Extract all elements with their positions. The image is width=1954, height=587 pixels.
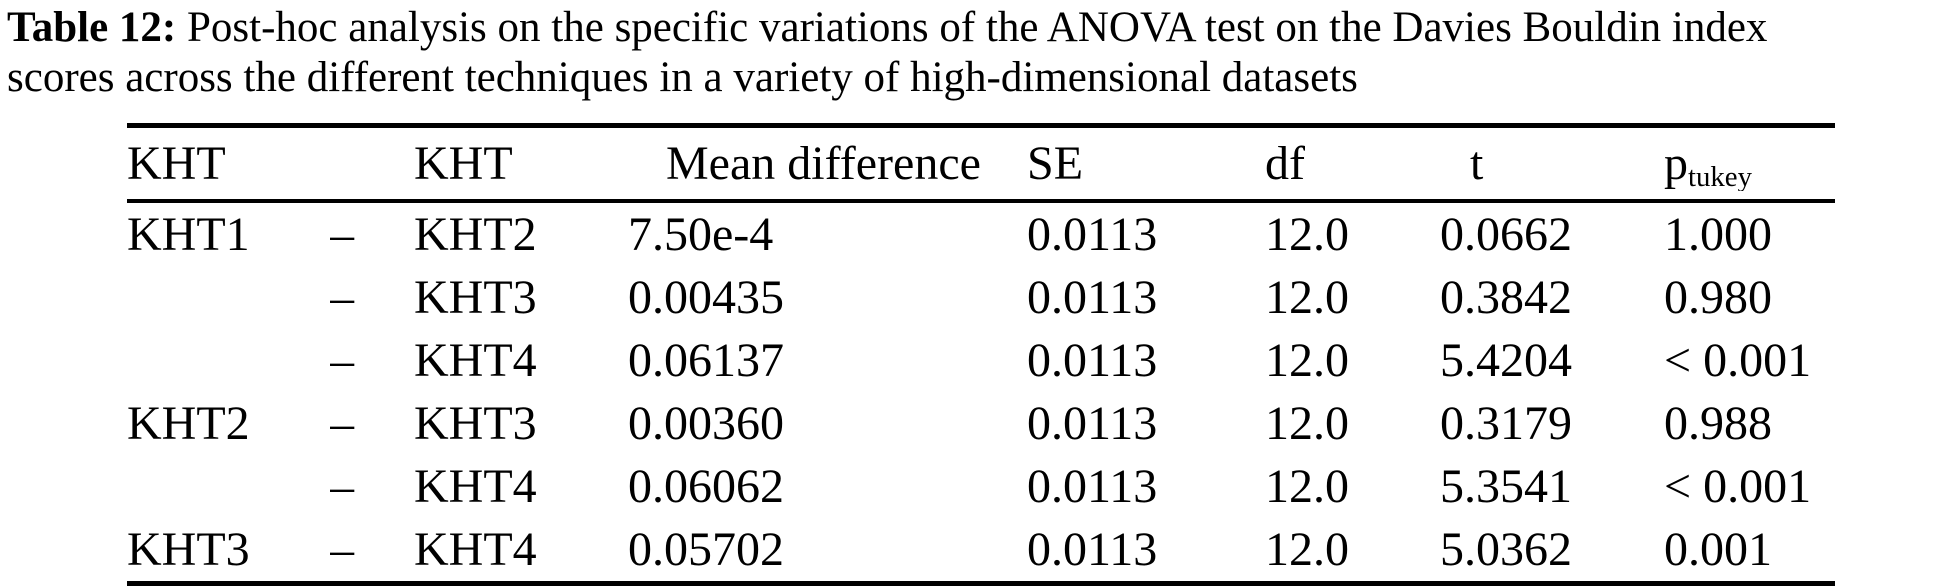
cell-t: 5.4204 (1440, 334, 1572, 387)
cell-p-tukey: < 0.001 (1664, 334, 1812, 387)
cell-versus: KHT4 (414, 523, 537, 576)
caption-text-1: Post-hoc analysis on the specific variat… (176, 4, 1768, 51)
cell-df: 12.0 (1265, 271, 1349, 324)
cell-versus: KHT4 (414, 460, 537, 513)
caption-label: Table 12: (7, 4, 177, 51)
cell-mean-difference: 0.06137 (628, 334, 784, 387)
p-subscript-tukey: tukey (1688, 161, 1752, 191)
column-header-p-tukey: ptukey (1664, 136, 1835, 191)
column-header-group: KHT (127, 137, 226, 190)
cell-se: 0.0113 (1027, 460, 1158, 513)
table-caption: Table 12: Post-hoc analysis on the speci… (7, 3, 1951, 103)
cell-se: 0.0113 (1027, 334, 1158, 387)
cell-se: 0.0113 (1027, 523, 1158, 576)
column-header-mean-difference: Mean difference (666, 137, 981, 190)
posthoc-analysis-table: KHT KHT Mean difference SE df t ptukey K… (127, 123, 1835, 586)
cell-se: 0.0113 (1027, 271, 1158, 324)
table-row: – KHT3 0.00435 0.0113 12.0 0.3842 0.980 (127, 266, 1835, 329)
cell-dash: – (330, 334, 354, 387)
column-header-se: SE (1027, 137, 1084, 190)
cell-p-tukey: 0.980 (1664, 271, 1772, 324)
cell-dash: – (330, 523, 354, 576)
cell-dash: – (330, 271, 354, 324)
cell-versus: KHT4 (414, 334, 537, 387)
p-label: p (1664, 137, 1688, 190)
cell-p-tukey: 1.000 (1664, 208, 1772, 261)
column-header-versus: KHT (414, 137, 513, 190)
column-header-t: t (1470, 137, 1484, 190)
table-row: KHT2 – KHT3 0.00360 0.0113 12.0 0.3179 0… (127, 392, 1835, 455)
cell-se: 0.0113 (1027, 397, 1158, 450)
caption-line-2: scores across the different techniques i… (7, 54, 1358, 101)
table-row: – KHT4 0.06062 0.0113 12.0 5.3541 < 0.00… (127, 455, 1835, 518)
cell-versus: KHT3 (414, 271, 537, 324)
cell-se: 0.0113 (1027, 208, 1158, 261)
cell-versus: KHT2 (414, 208, 537, 261)
table-header-row: KHT KHT Mean difference SE df t ptukey (127, 128, 1835, 203)
cell-t: 5.0362 (1440, 523, 1572, 576)
cell-t: 0.0662 (1440, 208, 1572, 261)
cell-dash: – (330, 397, 354, 450)
cell-df: 12.0 (1265, 523, 1349, 576)
cell-dash: – (330, 460, 354, 513)
caption-line-1: Table 12: Post-hoc analysis on the speci… (7, 3, 1951, 53)
cell-df: 12.0 (1265, 460, 1349, 513)
cell-p-tukey: 0.988 (1664, 397, 1772, 450)
cell-mean-difference: 0.00360 (628, 397, 784, 450)
cell-p-tukey: < 0.001 (1664, 460, 1812, 513)
table-row: KHT1 – KHT2 7.50e-4 0.0113 12.0 0.0662 1… (127, 203, 1835, 266)
cell-mean-difference: 0.05702 (628, 523, 784, 576)
cell-df: 12.0 (1265, 208, 1349, 261)
cell-df: 12.0 (1265, 334, 1349, 387)
cell-dash: – (330, 208, 354, 261)
cell-df: 12.0 (1265, 397, 1349, 450)
cell-mean-difference: 0.06062 (628, 460, 784, 513)
cell-t: 5.3541 (1440, 460, 1572, 513)
cell-group: KHT3 (127, 523, 250, 576)
cell-mean-difference: 0.00435 (628, 271, 784, 324)
cell-group: KHT2 (127, 397, 250, 450)
table-row: – KHT4 0.06137 0.0113 12.0 5.4204 < 0.00… (127, 329, 1835, 392)
cell-versus: KHT3 (414, 397, 537, 450)
cell-p-tukey: 0.001 (1664, 523, 1772, 576)
table-row: KHT3 – KHT4 0.05702 0.0113 12.0 5.0362 0… (127, 518, 1835, 581)
column-header-df: df (1265, 137, 1305, 190)
cell-t: 0.3842 (1440, 271, 1572, 324)
cell-group: KHT1 (127, 208, 250, 261)
cell-t: 0.3179 (1440, 397, 1572, 450)
cell-mean-difference: 7.50e-4 (628, 208, 774, 261)
